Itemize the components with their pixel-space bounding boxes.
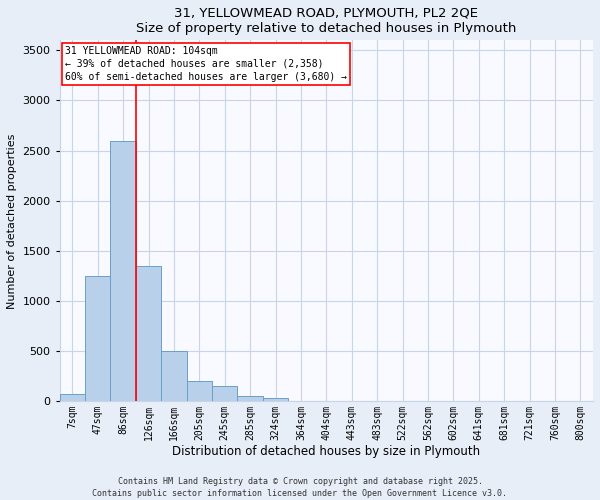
Y-axis label: Number of detached properties: Number of detached properties bbox=[7, 133, 17, 308]
Bar bbox=[136, 266, 161, 402]
X-axis label: Distribution of detached houses by size in Plymouth: Distribution of detached houses by size … bbox=[172, 445, 481, 458]
Text: Contains HM Land Registry data © Crown copyright and database right 2025.
Contai: Contains HM Land Registry data © Crown c… bbox=[92, 476, 508, 498]
Bar bbox=[161, 352, 187, 402]
Bar bbox=[238, 396, 263, 402]
Bar bbox=[85, 276, 110, 402]
Bar bbox=[288, 400, 314, 402]
Title: 31, YELLOWMEAD ROAD, PLYMOUTH, PL2 2QE
Size of property relative to detached hou: 31, YELLOWMEAD ROAD, PLYMOUTH, PL2 2QE S… bbox=[136, 7, 517, 35]
Bar bbox=[212, 386, 238, 402]
Bar bbox=[187, 382, 212, 402]
Bar bbox=[110, 140, 136, 402]
Bar bbox=[263, 398, 288, 402]
Text: 31 YELLOWMEAD ROAD: 104sqm
← 39% of detached houses are smaller (2,358)
60% of s: 31 YELLOWMEAD ROAD: 104sqm ← 39% of deta… bbox=[65, 46, 347, 82]
Bar bbox=[59, 394, 85, 402]
